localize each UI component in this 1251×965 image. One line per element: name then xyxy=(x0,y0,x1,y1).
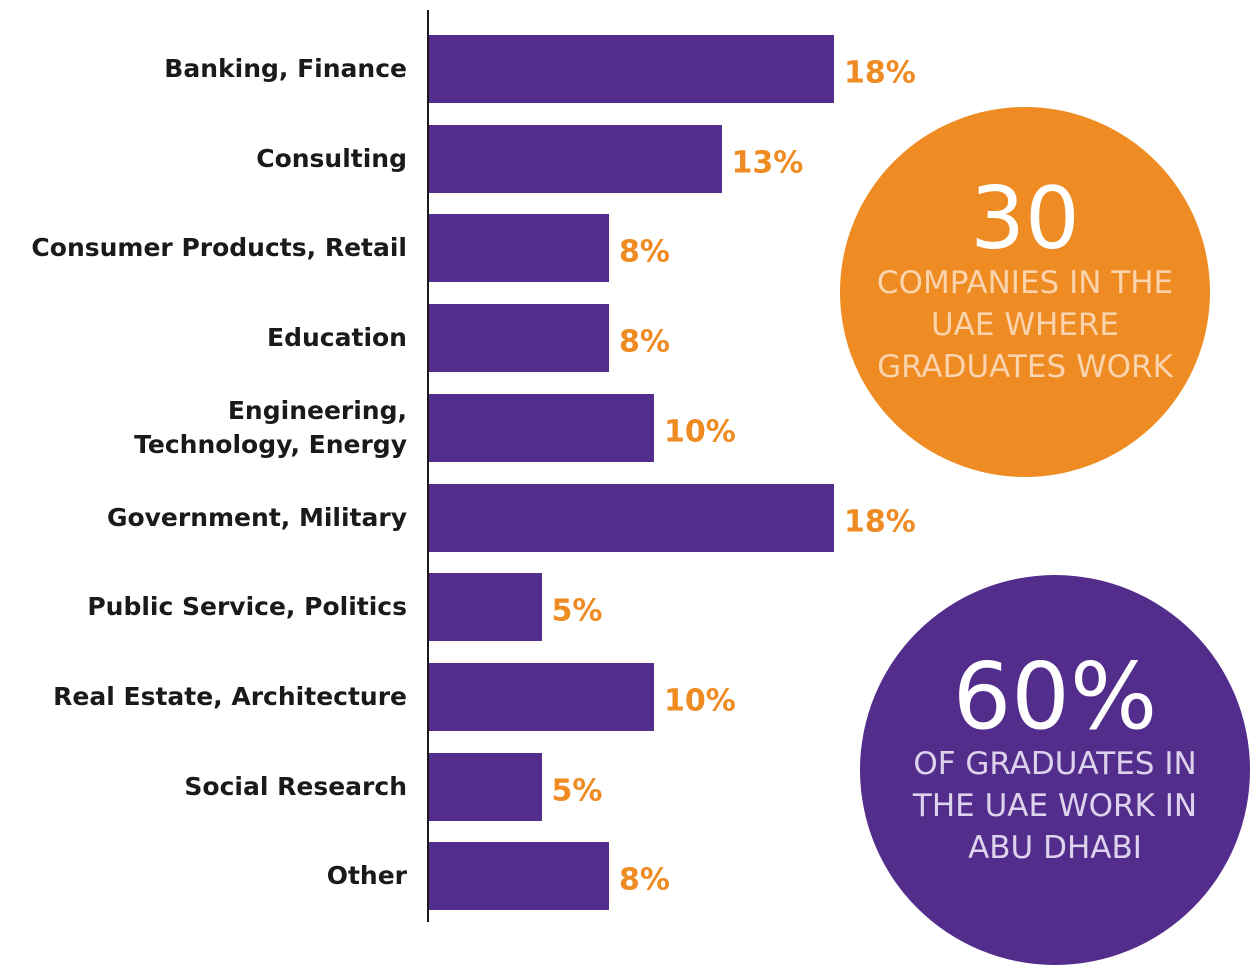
category-label: Banking, Finance xyxy=(164,54,407,83)
callout-figure: 60% xyxy=(952,643,1158,750)
bar xyxy=(429,752,542,821)
callout-text: OF GRADUATES IN THE UAE WORK IN ABU DHAB… xyxy=(912,746,1198,866)
bar xyxy=(429,842,609,911)
category-label: Education xyxy=(267,323,407,353)
callout-circle: 60% OF GRADUATES IN THE UAE WORK IN ABU D… xyxy=(860,575,1250,965)
bar xyxy=(429,662,654,731)
bar xyxy=(429,304,609,373)
value-label: 8% xyxy=(619,234,670,270)
category-label: Social Research xyxy=(184,771,407,801)
value-label: 18% xyxy=(844,504,916,539)
category-label: Consumer Products, Retail xyxy=(31,233,407,263)
callout-text: COMPANIES IN THE UAE WHERE GRADUATES WOR… xyxy=(876,265,1174,385)
callout-circle: 30 COMPANIES IN THE UAE WHERE GRADUATES W… xyxy=(840,107,1210,477)
value-label: 8% xyxy=(619,324,670,360)
category-label: Public Service, Politics xyxy=(87,592,407,622)
bar xyxy=(429,214,609,283)
category-label: Consulting xyxy=(256,143,407,173)
bar xyxy=(429,483,834,552)
value-label: 5% xyxy=(551,773,603,809)
bar xyxy=(429,35,834,103)
value-label: 8% xyxy=(619,862,670,898)
category-label: Engineering, Technology, Energy xyxy=(134,395,407,459)
value-label: 10% xyxy=(664,683,736,719)
category-label: Government, Military xyxy=(106,502,407,532)
category-label: Other xyxy=(326,861,407,891)
value-label: 5% xyxy=(551,593,603,629)
callout-figure: 30 xyxy=(970,169,1080,269)
bar xyxy=(429,573,542,642)
axis-line xyxy=(427,10,429,922)
bar xyxy=(429,124,722,193)
category-label: Real Estate, Architecture xyxy=(53,681,407,711)
value-label: 13% xyxy=(731,145,804,181)
value-label: 10% xyxy=(664,414,736,450)
value-label: 18% xyxy=(844,55,916,91)
bar xyxy=(429,393,654,462)
